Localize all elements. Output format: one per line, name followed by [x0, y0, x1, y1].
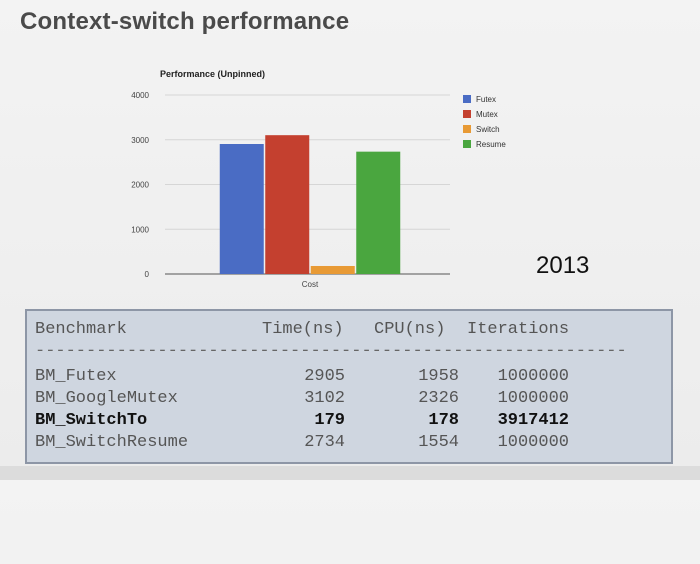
- table-row-highlighted: BM_SwitchTo 179 178 3917412: [27, 410, 569, 432]
- row-cpu: 178: [428, 411, 459, 430]
- row-benchmark: BM_SwitchResume: [35, 433, 189, 452]
- row-iterations: 1000000: [497, 367, 569, 386]
- row-benchmark: BM_GoogleMutex: [35, 389, 178, 408]
- table-header-row: Benchmark Time(ns) CPU(ns) Iterations: [27, 319, 569, 341]
- legend-swatch: [463, 110, 471, 118]
- slide-title: Context-switch performance: [20, 8, 350, 35]
- y-tick-label: 2000: [131, 181, 149, 190]
- bar-switch: [310, 265, 355, 274]
- legend-swatch: [463, 125, 471, 133]
- legend-label: Resume: [476, 140, 506, 149]
- header-time: Time(ns): [262, 320, 344, 339]
- bar-futex: [219, 144, 264, 274]
- row-time: 2734: [304, 433, 345, 452]
- y-tick-label: 1000: [131, 225, 149, 234]
- row-time: 3102: [304, 389, 345, 408]
- row-time: 2905: [304, 367, 345, 386]
- row-cpu: 1958: [418, 367, 459, 386]
- table-row: BM_Futex 2905 1958 1000000: [27, 366, 569, 388]
- legend-label: Switch: [476, 125, 500, 134]
- benchmark-table: Benchmark Time(ns) CPU(ns) Iterations --…: [25, 309, 673, 464]
- row-cpu: 2326: [418, 389, 459, 408]
- y-tick-label: 3000: [131, 136, 149, 145]
- y-tick-label: 4000: [131, 91, 149, 100]
- row-time: 179: [314, 411, 345, 430]
- x-tick-label: Cost: [302, 280, 319, 289]
- year-label: 2013: [536, 252, 590, 279]
- performance-chart: Performance (Unpinned) 0 1000 2000 3000 4000 C…: [120, 62, 540, 297]
- header-cpu: CPU(ns): [374, 320, 446, 339]
- table-row: BM_SwitchResume 2734 1554 1000000: [27, 432, 569, 454]
- legend-swatch: [463, 95, 471, 103]
- row-iterations: 1000000: [497, 433, 569, 452]
- legend-label: Mutex: [476, 110, 498, 119]
- row-benchmark: BM_Futex: [35, 367, 117, 386]
- table-row: BM_GoogleMutex 3102 2326 1000000: [27, 388, 569, 410]
- legend-swatch: [463, 140, 471, 148]
- row-iterations: 3917412: [497, 411, 569, 430]
- header-benchmark: Benchmark: [35, 320, 127, 339]
- row-iterations: 1000000: [497, 389, 569, 408]
- bar-mutex: [265, 135, 310, 274]
- bottom-bar: [0, 466, 700, 480]
- row-cpu: 1554: [418, 433, 459, 452]
- header-iterations: Iterations: [467, 320, 570, 339]
- legend-label: Futex: [476, 95, 496, 104]
- row-benchmark: BM_SwitchTo: [35, 411, 148, 430]
- bar-resume: [356, 151, 401, 274]
- chart-svg: Performance (Unpinned) 0 1000 2000 3000 4000 C…: [131, 69, 506, 289]
- y-tick-label: 0: [145, 270, 150, 279]
- table-separator: ----------------------------------------…: [35, 342, 627, 361]
- chart-title: Performance (Unpinned): [160, 69, 265, 79]
